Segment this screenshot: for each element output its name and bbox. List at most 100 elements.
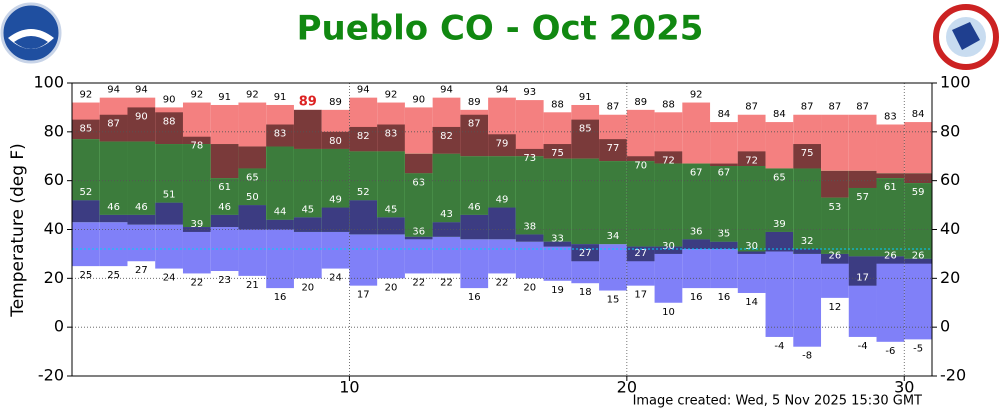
record-low-bar: [876, 256, 905, 342]
observed-low-label: 26: [884, 251, 897, 262]
record-high-bar: [404, 107, 433, 154]
observed-above-normal: [821, 170, 849, 198]
observed-high-label: 61: [218, 182, 231, 193]
record-low-label: 22: [412, 277, 425, 288]
observed-normal: [821, 197, 849, 254]
observed-high-label: 79: [496, 138, 509, 149]
record-low-bar: [737, 251, 766, 293]
record-high-label: 94: [440, 85, 453, 96]
observed-low-label: 49: [496, 195, 509, 206]
record-low-label: 20: [301, 282, 314, 293]
observed-high-label: 63: [412, 177, 425, 188]
observed-below-normal: [155, 202, 183, 225]
x-tick-label: 10: [339, 378, 359, 397]
y2-tick-label: -20: [940, 366, 966, 385]
record-low-label: 15: [607, 295, 620, 306]
record-high-bar: [682, 102, 711, 164]
observed-above-normal: [266, 124, 294, 147]
observed-below-normal: [321, 207, 350, 232]
observed-high-label: 75: [801, 148, 814, 159]
record-high-label: 92: [190, 90, 203, 101]
observed-below-normal: [543, 241, 572, 247]
record-low-bar: [238, 229, 267, 276]
y-tick-label: 20: [44, 268, 64, 287]
record-low-bar: [710, 249, 738, 289]
observed-above-normal: [460, 114, 489, 157]
observed-low-label: 45: [385, 204, 398, 215]
record-high-bar: [765, 122, 794, 169]
observed-above-normal: [72, 119, 100, 140]
observed-above-normal: [293, 109, 322, 149]
record-high-label: 83: [884, 112, 897, 123]
observed-above-normal: [793, 144, 822, 169]
record-low-label: -4: [774, 341, 784, 352]
observed-above-normal: [543, 144, 572, 159]
record-low-bar: [127, 224, 156, 262]
observed-normal: [904, 183, 932, 259]
record-low-bar: [182, 227, 211, 274]
record-high-label: 87: [856, 102, 869, 113]
observed-low-label: 44: [274, 207, 287, 218]
record-low-label: 25: [80, 270, 93, 281]
record-low-label: 24: [163, 273, 176, 284]
observed-high-label: 85: [579, 124, 592, 135]
record-high-label: 89: [468, 97, 481, 108]
record-low-label: -8: [802, 351, 812, 362]
observed-above-normal: [127, 107, 156, 142]
observed-low-label: 45: [301, 204, 314, 215]
observed-above-normal: [904, 173, 932, 184]
record-high-label: 92: [690, 90, 703, 101]
observed-below-normal: [848, 256, 877, 286]
observed-high-label: 83: [385, 129, 398, 140]
record-high-label: 92: [246, 90, 259, 101]
observed-normal: [682, 163, 711, 240]
observed-above-normal: [571, 119, 600, 159]
observed-high-label: 88: [163, 116, 176, 127]
observed-low-label: 51: [163, 190, 176, 201]
record-low-label: 22: [440, 277, 453, 288]
observed-below-normal: [515, 234, 544, 242]
record-high-label: 94: [496, 85, 509, 96]
observed-high-label: 82: [440, 131, 453, 142]
record-low-label: 25: [107, 270, 120, 281]
observed-low-label: 46: [135, 202, 148, 213]
observed-low-label: 46: [218, 202, 231, 213]
record-low-bar: [765, 251, 794, 337]
observed-normal: [377, 151, 405, 218]
record-high-bar: [904, 122, 932, 174]
observed-normal: [182, 144, 211, 228]
x-tick-label: 20: [617, 378, 637, 397]
observed-low-label: 27: [579, 248, 592, 259]
observed-normal: [515, 156, 544, 235]
observed-above-normal: [710, 163, 738, 167]
observed-high-label: 77: [607, 143, 620, 154]
observed-high-label: 87: [468, 119, 481, 130]
observed-high-label: 61: [884, 182, 897, 193]
observed-low-label: 26: [829, 251, 842, 262]
record-low-bar: [293, 231, 322, 279]
observed-low-label: 52: [357, 187, 370, 198]
observed-below-normal: [293, 217, 322, 232]
observed-below-normal: [626, 246, 655, 262]
observed-low-label: 32: [801, 236, 814, 247]
y-tick-label: -20: [38, 366, 64, 385]
record-high-label: 94: [357, 85, 370, 96]
record-low-bar: [99, 222, 128, 267]
observed-low-label: 33: [551, 234, 564, 245]
observed-low-label: 46: [107, 202, 120, 213]
y2-tick-label: 20: [940, 268, 960, 287]
observed-low-label: 26: [912, 251, 925, 262]
record-high-label: 94: [107, 85, 120, 96]
record-low-label: 16: [274, 292, 287, 303]
observed-below-normal: [904, 258, 932, 264]
record-high-label: 87: [607, 102, 620, 113]
record-high-bar: [515, 100, 544, 157]
observed-above-normal: [238, 146, 267, 169]
observed-normal: [321, 148, 350, 208]
observed-above-normal: [377, 124, 405, 152]
record-low-label: 21: [246, 280, 259, 291]
observed-high-label: 83: [274, 129, 287, 140]
observed-low-label: 52: [80, 187, 93, 198]
observed-high-label: 82: [357, 131, 370, 142]
